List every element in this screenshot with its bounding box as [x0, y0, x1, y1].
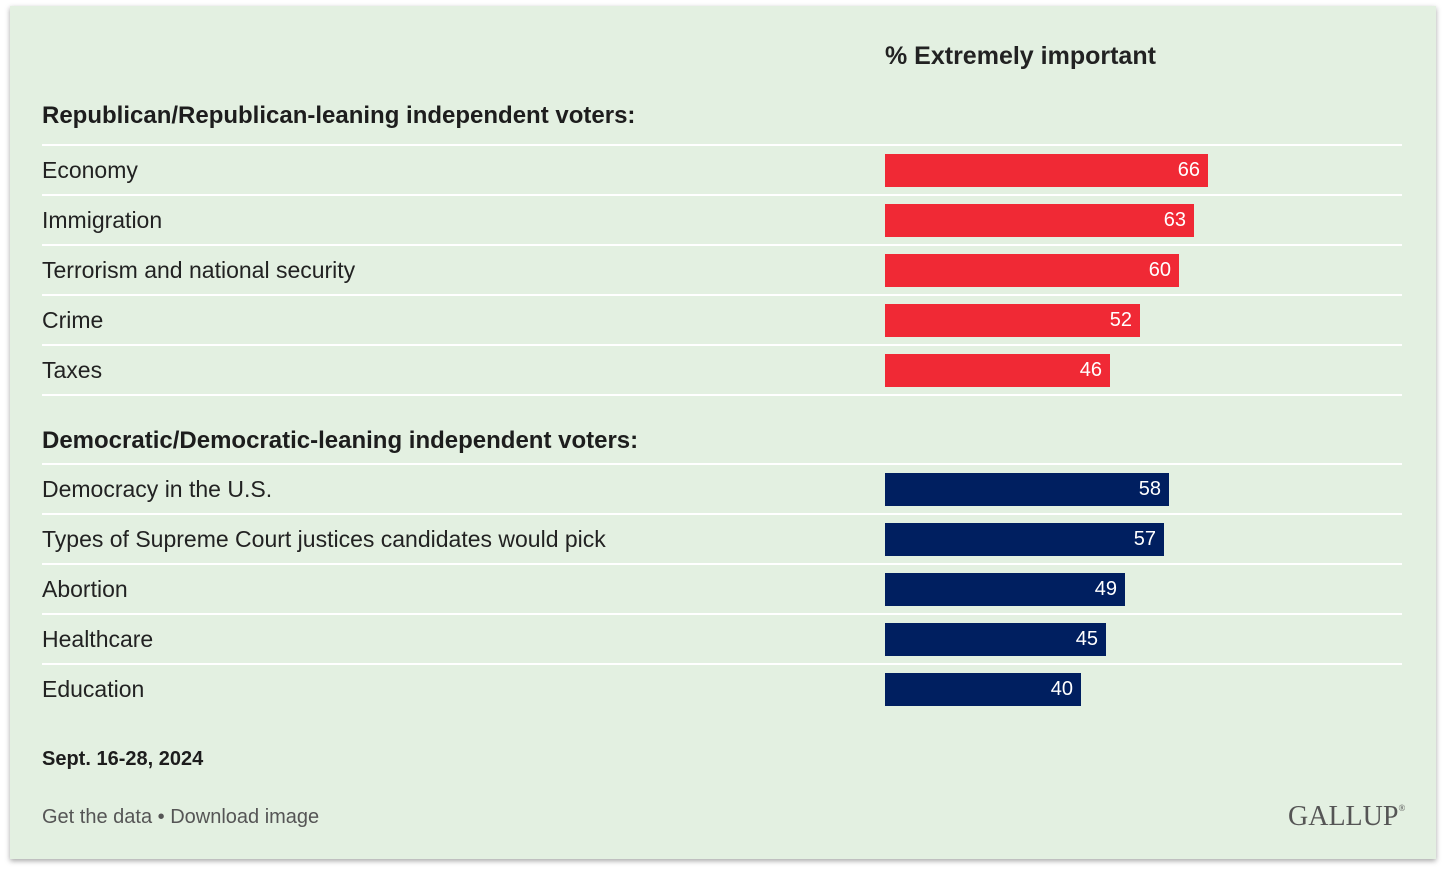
group-divider	[42, 394, 1402, 396]
column-title: % Extremely important	[885, 42, 1156, 70]
bar-mark: 46	[885, 354, 1110, 387]
bar-mark: 52	[885, 304, 1140, 337]
group-title-republican: Republican/Republican-leaning independen…	[42, 102, 636, 129]
category-label: Taxes	[42, 357, 103, 383]
row-divider	[42, 144, 1402, 146]
bar-mark: 45	[885, 623, 1106, 656]
bar-mark: 40	[885, 673, 1081, 706]
category-label: Types of Supreme Court justices candidat…	[42, 526, 606, 552]
category-label: Healthcare	[42, 626, 154, 652]
category-label: Terrorism and national security	[42, 257, 356, 283]
table-row: Terrorism and national security 60	[42, 244, 1402, 294]
bar-mark: 60	[885, 254, 1179, 287]
table-row: Education 40	[42, 663, 1402, 713]
bar-mark: 57	[885, 523, 1164, 556]
survey-date: Sept. 16-28, 2024	[42, 748, 204, 770]
bar-mark: 58	[885, 473, 1169, 506]
row-divider	[42, 244, 1402, 246]
category-label: Crime	[42, 307, 104, 333]
category-label: Education	[42, 676, 145, 702]
table-row: Democracy in the U.S. 58	[42, 463, 1402, 513]
table-row: Immigration 63	[42, 194, 1402, 244]
category-label: Abortion	[42, 576, 128, 602]
row-divider	[42, 294, 1402, 296]
table-row: Abortion 49	[42, 563, 1402, 613]
table-row: Taxes 46	[42, 344, 1402, 394]
row-divider	[42, 613, 1402, 615]
row-divider	[42, 563, 1402, 565]
table-row: Crime 52	[42, 294, 1402, 344]
category-label: Economy	[42, 157, 138, 183]
bar-mark: 49	[885, 573, 1125, 606]
row-divider	[42, 463, 1402, 465]
category-label: Immigration	[42, 207, 163, 233]
bar-mark: 63	[885, 204, 1194, 237]
chart-card: % Extremely important Republican/Republi…	[10, 6, 1436, 859]
row-divider	[42, 194, 1402, 196]
table-row: Types of Supreme Court justices candidat…	[42, 513, 1402, 563]
download-image-link[interactable]: Download image	[170, 806, 320, 828]
bar-mark: 66	[885, 154, 1208, 187]
footer-links: Get the data • Download image	[42, 806, 319, 829]
row-divider	[42, 513, 1402, 515]
gallup-logo: GALLUP®	[1288, 801, 1406, 832]
table-row: Healthcare 45	[42, 613, 1402, 663]
link-separator: •	[152, 806, 171, 828]
row-divider	[42, 344, 1402, 346]
get-data-link[interactable]: Get the data	[42, 806, 153, 828]
row-divider	[42, 663, 1402, 665]
table-row: Economy 66	[42, 144, 1402, 194]
category-label: Democracy in the U.S.	[42, 476, 273, 502]
group-title-democratic: Democratic/Democratic-leaning independen…	[42, 427, 639, 454]
